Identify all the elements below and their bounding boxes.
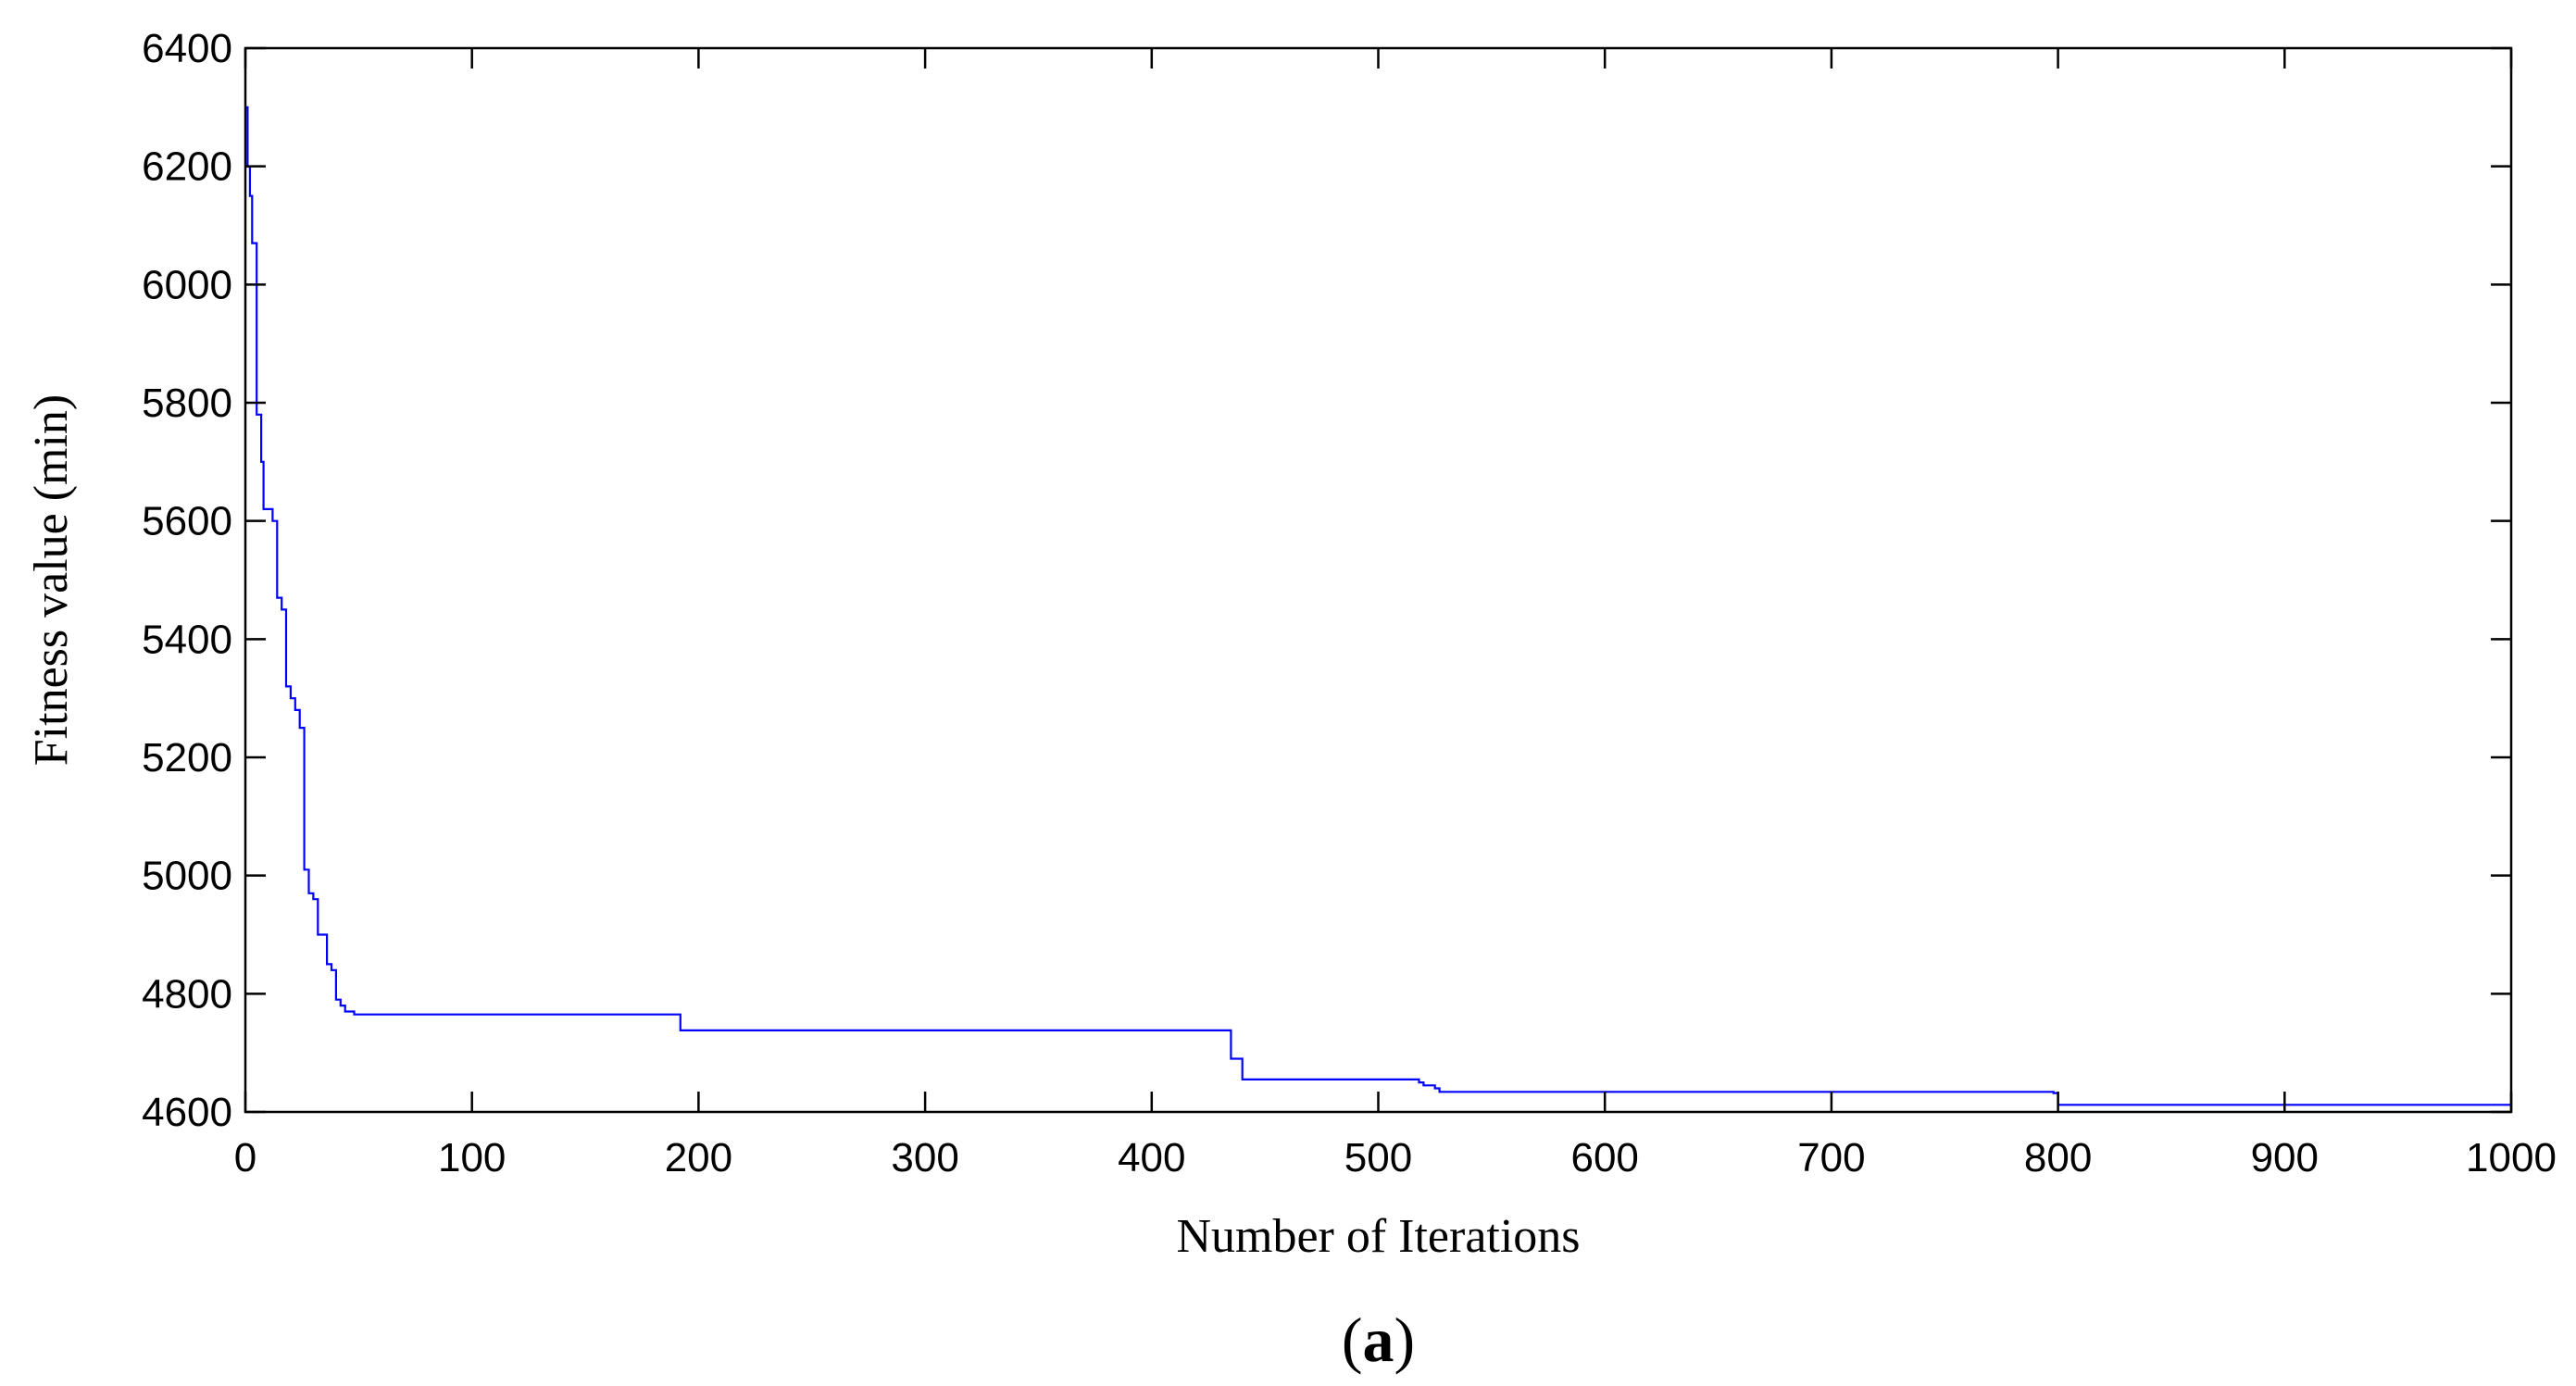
y-axis-title: Fitness value (min)	[25, 394, 78, 767]
x-tick-label: 100	[438, 1135, 506, 1180]
x-tick-label: 800	[2024, 1135, 2092, 1180]
y-tick-label: 5400	[142, 617, 232, 662]
x-tick-label: 0	[234, 1135, 256, 1180]
x-tick-label: 300	[891, 1135, 958, 1180]
y-tick-label: 6200	[142, 144, 232, 190]
y-tick-label: 5800	[142, 381, 232, 426]
panel-label: (a)	[1342, 1305, 1415, 1375]
panel-label-letter: a	[1363, 1305, 1394, 1375]
x-axis-title: Number of Iterations	[1176, 1210, 1580, 1263]
x-tick-label: 200	[665, 1135, 732, 1180]
x-tick-label: 1000	[2466, 1135, 2557, 1180]
y-tick-label: 5200	[142, 735, 232, 780]
series-line	[245, 106, 2511, 1106]
y-tick-label: 5600	[142, 499, 232, 544]
y-tick-label: 4600	[142, 1090, 232, 1135]
plot-area	[245, 106, 2511, 1106]
panel-label-open: (	[1342, 1305, 1363, 1375]
tick-labels: 0 100 200 300 400 500 600 700 800 900 1000 4600 4800…	[142, 26, 2557, 1180]
x-tick-label: 500	[1344, 1135, 1412, 1180]
x-tick-label: 900	[2251, 1135, 2319, 1180]
x-tick-label: 700	[1797, 1135, 1865, 1180]
y-tick-label: 6400	[142, 26, 232, 71]
y-tick-label: 5000	[142, 854, 232, 899]
panel-label-close: )	[1394, 1305, 1416, 1375]
y-tick-label: 6000	[142, 262, 232, 307]
x-tick-label: 600	[1570, 1135, 1638, 1180]
axis-ticks	[244, 46, 2513, 1114]
y-tick-label: 4800	[142, 971, 232, 1017]
x-tick-label: 400	[1118, 1135, 1185, 1180]
